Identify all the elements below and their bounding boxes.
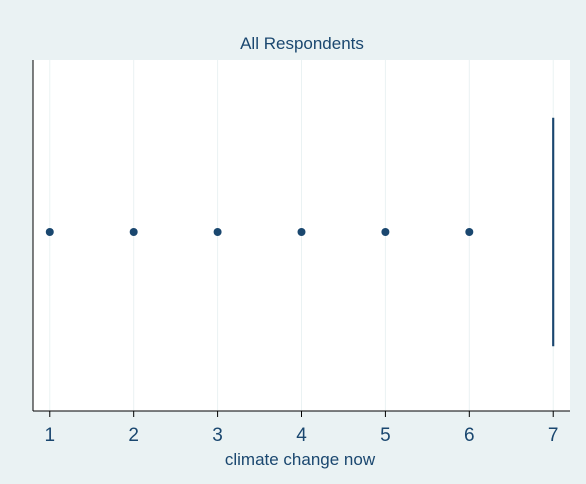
outlier-points	[45, 228, 474, 236]
box-plot	[552, 117, 555, 347]
x-axis-label: climate change now	[225, 450, 376, 469]
x-tick-label-2: 2	[128, 425, 139, 446]
outlier-point-1	[45, 228, 54, 236]
outlier-point-2	[129, 228, 138, 236]
x-tick-label-7: 7	[548, 425, 559, 446]
outlier-point-5	[381, 228, 390, 236]
x-ticks: 1 2 3 4 5 6 7	[44, 411, 559, 446]
x-tick-label-6: 6	[464, 425, 475, 446]
x-tick-label-1: 1	[44, 425, 55, 446]
outlier-point-6	[465, 228, 474, 236]
x-tick-label-3: 3	[212, 425, 223, 446]
x-tick-label-4: 4	[296, 425, 307, 446]
chart-title: All Respondents	[240, 34, 364, 53]
outlier-point-3	[213, 228, 222, 236]
outlier-point-4	[297, 228, 306, 236]
x-tick-label-5: 5	[380, 425, 391, 446]
